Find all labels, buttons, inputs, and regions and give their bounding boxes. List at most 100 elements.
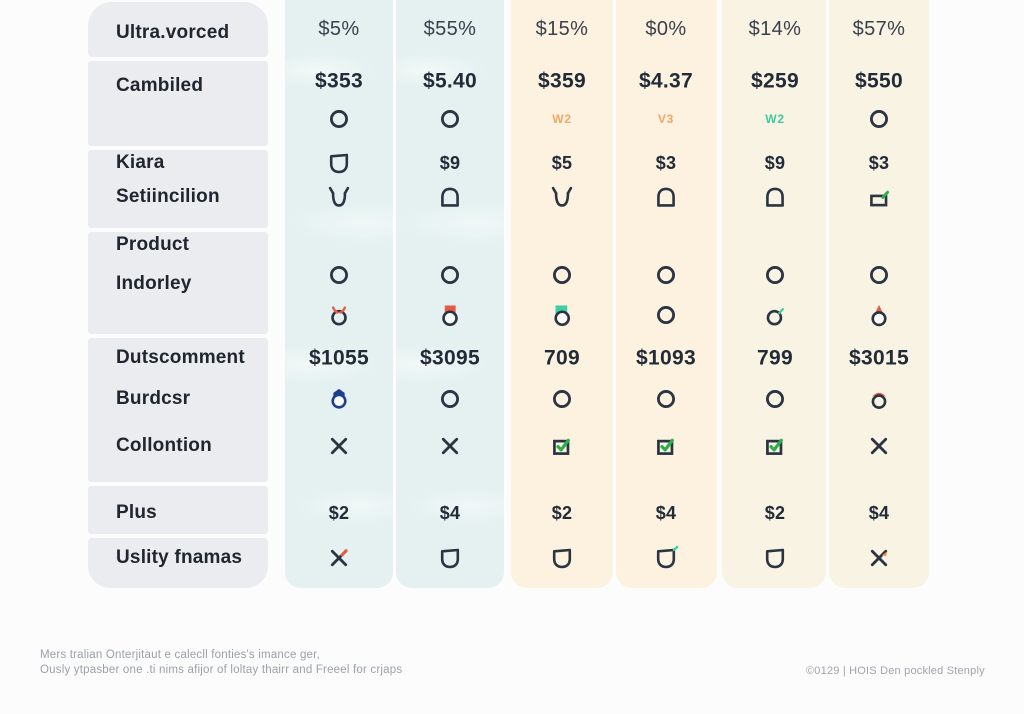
circle-square-red-icon	[437, 302, 463, 328]
checkbox-check-icon	[653, 433, 679, 459]
circle-tick-icon	[762, 302, 788, 328]
row-label-uslity-fnamas: Uslity fnamas	[116, 547, 243, 568]
column-panel-5	[722, 0, 826, 588]
value-cell: $5	[551, 153, 573, 173]
version-marker: W2	[765, 112, 785, 126]
sidebar-band	[88, 2, 268, 57]
value-cell: $1055	[309, 346, 369, 370]
cup-icon	[326, 150, 352, 176]
value-cell: $1093	[636, 346, 696, 370]
row-label-plus: Plus	[116, 502, 157, 523]
footer-note-line1: Mers tralian Onterjitaut e calecll fonti…	[40, 649, 320, 661]
circle-beret-icon	[866, 386, 892, 412]
circle-icon	[549, 262, 575, 288]
row-label-product: Product	[116, 234, 190, 255]
circle-icon	[653, 262, 679, 288]
value-cell: $550	[855, 69, 903, 93]
x-mark-icon	[866, 433, 892, 459]
cup-flared-icon	[549, 184, 575, 210]
circle-icon	[437, 262, 463, 288]
circle-icon	[653, 302, 679, 328]
value-cell: $57%	[852, 18, 906, 40]
value-cell: $15%	[535, 18, 589, 40]
x-mark-icon	[326, 433, 352, 459]
value-cell: $5%	[318, 18, 360, 40]
x-mark-icon	[437, 433, 463, 459]
row-label-indorley: Indorley	[116, 273, 192, 294]
value-cell: 799	[757, 346, 793, 370]
row-label-dutscomment: Dutscomment	[116, 347, 245, 368]
cup-icon	[762, 545, 788, 571]
value-cell: $2	[551, 503, 573, 523]
circle-icon	[549, 386, 575, 412]
circle-triangle-icon	[866, 302, 892, 328]
value-cell: $4	[655, 503, 677, 523]
footer-copyright: ©0129 | HOIS Den pockled Stenply	[806, 665, 985, 677]
footer-note-line2: Ously ytpasber one .ti nims afijor of lo…	[40, 664, 403, 676]
value-cell: $359	[538, 69, 586, 93]
column-panel-4	[616, 0, 717, 588]
circle-icon	[437, 106, 463, 132]
dome-icon	[653, 184, 679, 210]
x-orange-flag-icon	[866, 545, 892, 571]
circle-icon	[866, 106, 892, 132]
sidebar-band	[88, 486, 268, 534]
column-panel-1	[285, 0, 393, 588]
value-cell: $5.40	[422, 69, 478, 93]
value-cell: $353	[315, 69, 363, 93]
row-label-cambiled: Cambiled	[116, 75, 204, 96]
x-red-tip-icon	[326, 545, 352, 571]
row-label-burdcsr: Burdcsr	[116, 388, 191, 409]
dome-icon	[762, 184, 788, 210]
column-panel-2	[396, 0, 504, 588]
circle-icon	[762, 262, 788, 288]
circle-icon	[762, 386, 788, 412]
value-cell: 709	[544, 346, 580, 370]
footer-note: Mers tralian Onterjitaut e calecll fonti…	[40, 648, 402, 678]
circle-antennae-icon	[326, 302, 352, 328]
circle-icon	[866, 262, 892, 288]
value-cell: $2	[764, 503, 786, 523]
dome-icon	[437, 184, 463, 210]
value-cell: $9	[439, 153, 461, 173]
row-label-setiincilion: Setiincilion	[116, 186, 220, 207]
checkbox-check-icon	[762, 433, 788, 459]
version-marker: W2	[552, 112, 572, 126]
circle-square-teal-icon	[549, 302, 575, 328]
value-cell: $4	[439, 503, 461, 523]
circle-icon	[653, 386, 679, 412]
circle-pentagon-icon	[326, 386, 352, 412]
cup-icon	[437, 545, 463, 571]
value-cell: $259	[751, 69, 799, 93]
value-cell: $3095	[420, 346, 480, 370]
sidebar-band	[88, 338, 268, 482]
column-panel-6	[829, 0, 929, 588]
column-panel-3	[511, 0, 613, 588]
checkbox-check-icon	[549, 433, 575, 459]
value-cell: $9	[764, 153, 786, 173]
circle-icon	[326, 106, 352, 132]
row-label-collontion: Collontion	[116, 435, 212, 456]
value-cell: $3	[868, 153, 890, 173]
version-marker: V3	[657, 112, 675, 126]
value-cell: $2	[328, 503, 350, 523]
sidebar-band	[88, 538, 268, 588]
value-cell: $4	[868, 503, 890, 523]
cup-icon	[549, 545, 575, 571]
row-label-ultra-vorced: Ultra.vorced	[116, 22, 230, 43]
value-cell: $3015	[849, 346, 909, 370]
value-cell: $4.37	[638, 69, 694, 93]
cup-flared-icon	[326, 184, 352, 210]
row-label-kiara: Kiara	[116, 152, 165, 173]
circle-icon	[437, 386, 463, 412]
value-cell: $0%	[645, 18, 687, 40]
circle-icon	[326, 262, 352, 288]
sidebar-band	[88, 150, 268, 228]
value-cell: $3	[655, 153, 677, 173]
cup-tip-teal-icon	[653, 545, 679, 571]
value-cell: $55%	[423, 18, 477, 40]
sidebar-band	[88, 61, 268, 146]
value-cell: $14%	[748, 18, 802, 40]
sidebar-band	[88, 232, 268, 334]
